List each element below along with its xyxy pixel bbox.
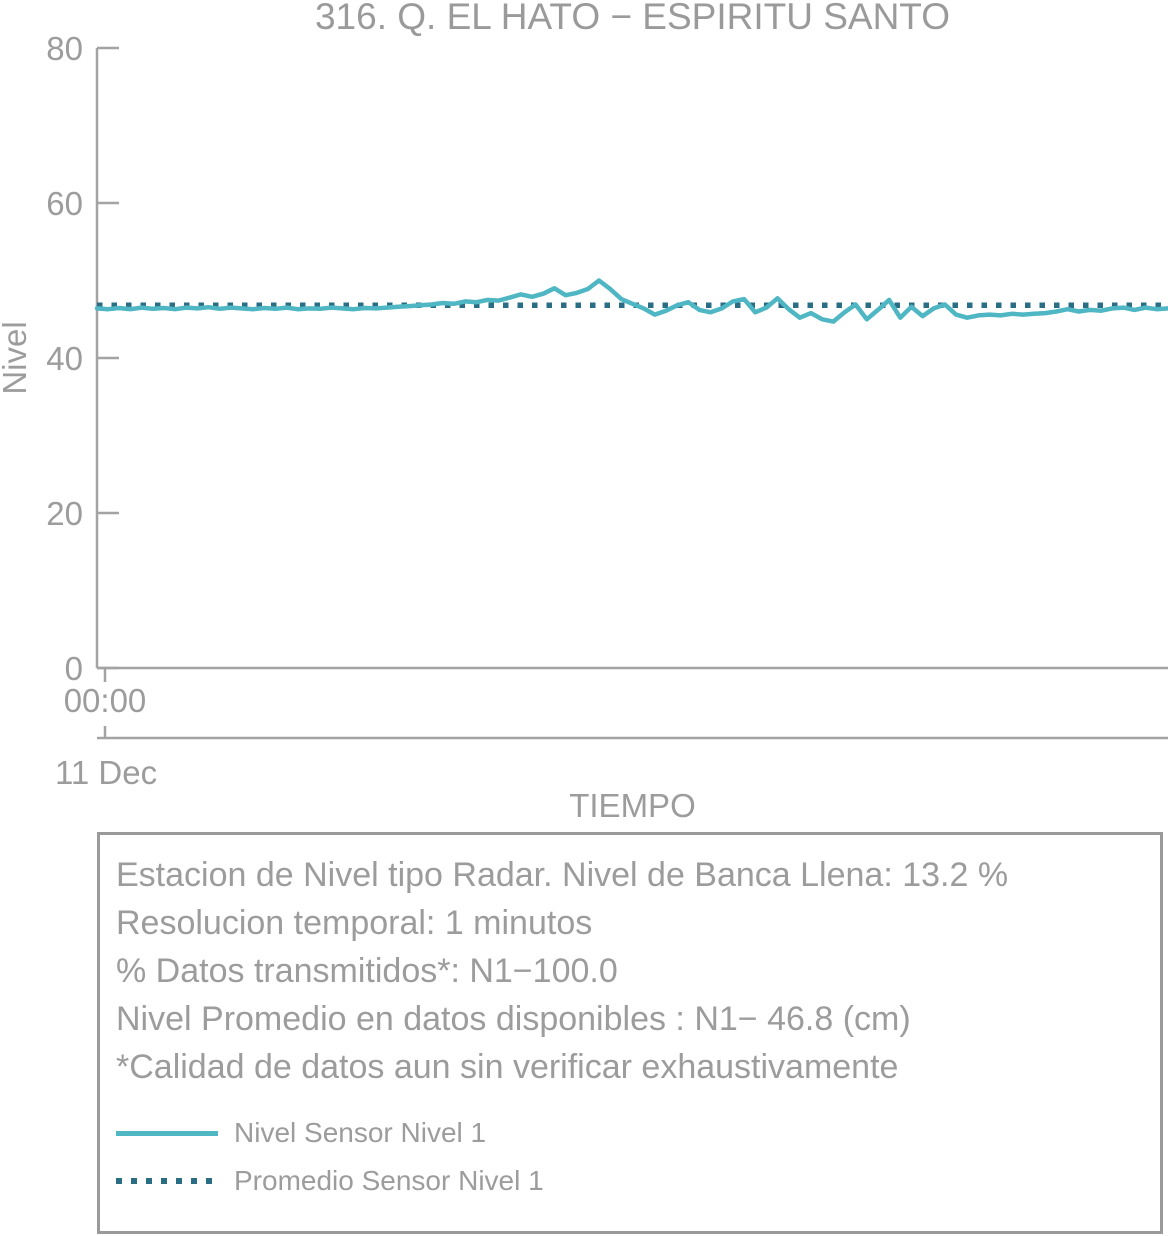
x-tick-label: 00:00 <box>64 682 147 719</box>
legend: Nivel Sensor Nivel 1 Promedio Sensor Niv… <box>116 1109 1150 1205</box>
info-line-transmitted: % Datos transmitidos*: N1−100.0 <box>116 952 618 990</box>
info-line-resolution: Resolucion temporal: 1 minutos <box>116 904 593 942</box>
y-tick-label: 40 <box>46 340 83 377</box>
sensor-level-line <box>94 278 1168 324</box>
chart-title: 316. Q. EL HATO − ESPIRITU SANTO <box>314 0 951 37</box>
info-line-average: Nivel Promedio en datos disponibles : N1… <box>116 1000 911 1038</box>
y-tick-label: 60 <box>46 185 83 222</box>
date-tick-label: 11 Dec <box>55 754 157 791</box>
chart-canvas: 0 20 40 60 80 00:00 11 Dec Nivel TIEMPO <box>0 30 1168 824</box>
legend-label-sensor: Nivel Sensor Nivel 1 <box>234 1117 487 1148</box>
info-line-bank-full: Estacion de Nivel tipo Radar. Nivel de B… <box>116 856 1009 894</box>
info-box: Estacion de Nivel tipo Radar. Nivel de B… <box>97 832 1163 1234</box>
x-axis-title: TIEMPO <box>569 787 696 824</box>
y-tick-label: 20 <box>46 495 83 532</box>
legend-row-sensor: Nivel Sensor Nivel 1 <box>116 1109 1150 1157</box>
info-line-quality-note: *Calidad de datos aun sin verificar exha… <box>116 1048 899 1086</box>
legend-row-average: Promedio Sensor Nivel 1 <box>116 1157 1150 1205</box>
y-axis-title: Nivel <box>0 321 33 394</box>
solid-line-swatch <box>116 1130 218 1136</box>
y-tick-label: 0 <box>65 650 83 687</box>
legend-label-average: Promedio Sensor Nivel 1 <box>234 1165 544 1196</box>
dotted-line-swatch <box>116 1178 218 1184</box>
y-tick-label: 80 <box>46 30 83 67</box>
